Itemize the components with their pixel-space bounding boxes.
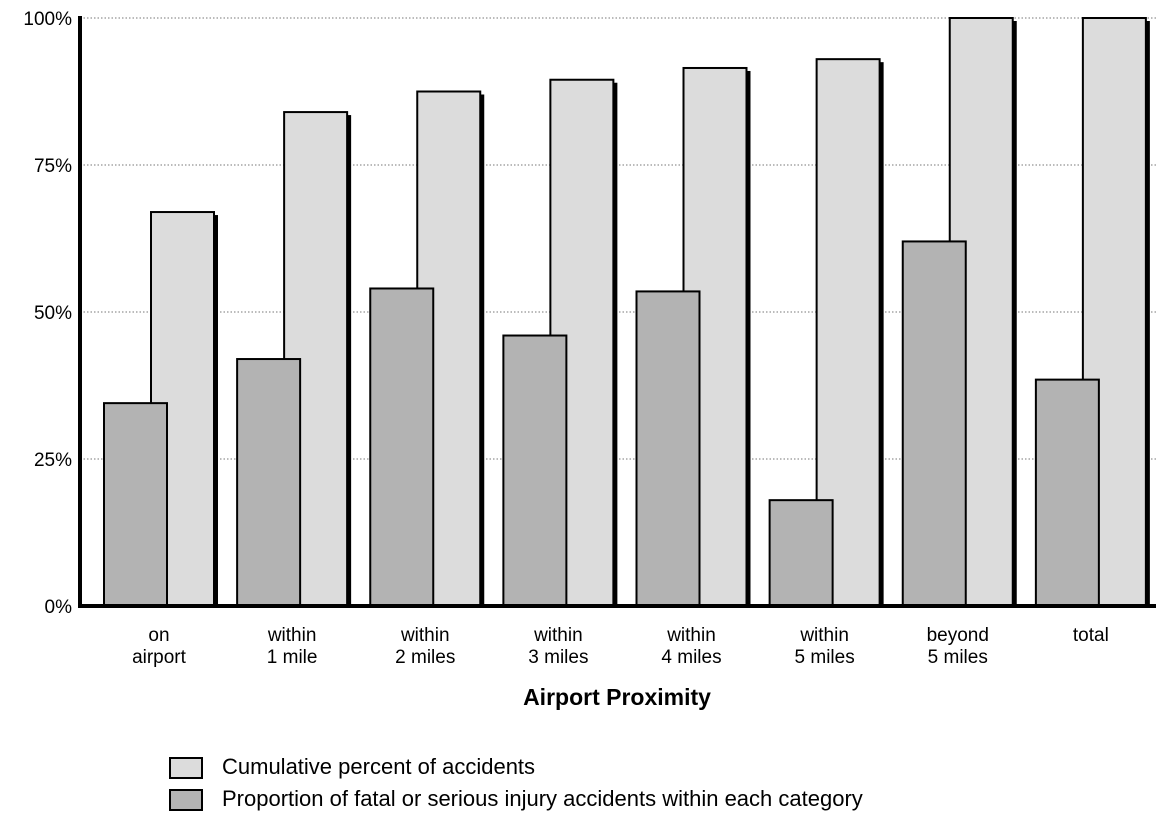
x-category-label: 1 mile bbox=[267, 647, 318, 668]
legend: Cumulative percent of accidents Proportio… bbox=[169, 754, 863, 811]
y-tick-label: 0% bbox=[45, 597, 73, 618]
x-category-label: 5 miles bbox=[928, 647, 988, 668]
x-category-label: 5 miles bbox=[795, 647, 855, 668]
bar-proportion bbox=[635, 290, 701, 607]
legend-label: Cumulative percent of accidents bbox=[222, 754, 535, 779]
bar-proportion bbox=[901, 240, 967, 607]
x-category-label: beyond bbox=[927, 625, 989, 646]
x-category-label: on bbox=[148, 625, 169, 646]
y-tick-label: 25% bbox=[34, 450, 72, 471]
x-category-label: within bbox=[533, 625, 583, 646]
bars bbox=[103, 17, 1150, 608]
bar-proportion bbox=[236, 358, 302, 608]
x-axis-title: Airport Proximity bbox=[523, 684, 711, 710]
legend-swatch bbox=[169, 789, 203, 811]
bar-proportion bbox=[768, 499, 834, 607]
bar-proportion bbox=[369, 287, 435, 607]
x-category-label: 4 miles bbox=[661, 647, 721, 668]
legend-swatch bbox=[169, 757, 203, 779]
x-category-label: within bbox=[666, 625, 716, 646]
bar-proportion bbox=[1034, 378, 1100, 607]
x-category-label: 2 miles bbox=[395, 647, 455, 668]
x-category-label: within bbox=[799, 625, 849, 646]
x-category-label: within bbox=[267, 625, 317, 646]
y-tick-label: 50% bbox=[34, 303, 72, 324]
x-category-label: within bbox=[400, 625, 450, 646]
y-axis-ticks: 0% 25% 50% 75% 100% bbox=[23, 9, 72, 618]
x-category-label: total bbox=[1073, 625, 1109, 646]
legend-label: Proportion of fatal or serious injury ac… bbox=[222, 786, 863, 811]
bar-proportion bbox=[502, 334, 568, 607]
y-tick-label: 75% bbox=[34, 156, 72, 177]
x-category-label: airport bbox=[132, 647, 187, 668]
axes bbox=[78, 16, 1156, 608]
x-category-label: 3 miles bbox=[528, 647, 588, 668]
y-tick-label: 100% bbox=[23, 9, 72, 30]
bar-proportion bbox=[103, 402, 168, 608]
